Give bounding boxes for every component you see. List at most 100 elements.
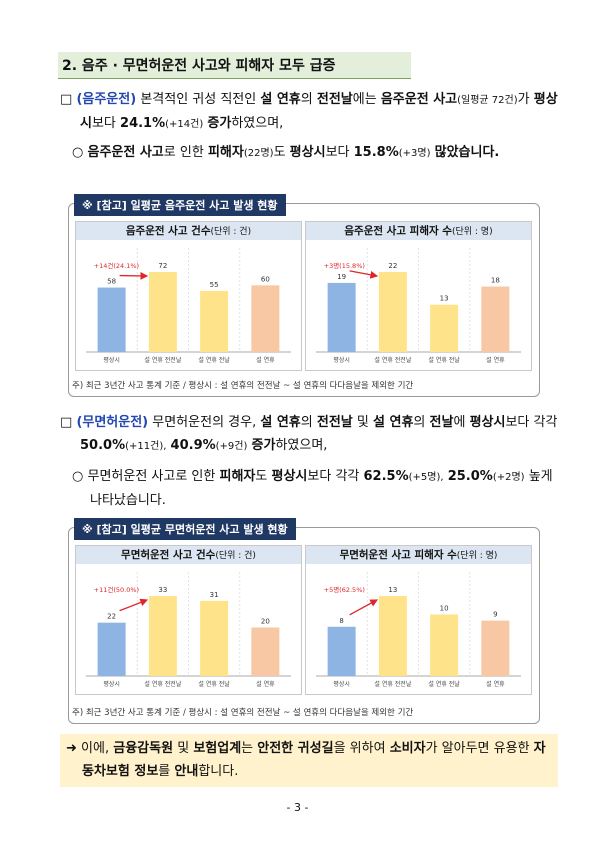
text-run: 음주운전 사고 bbox=[87, 145, 164, 160]
page-number: - 3 - bbox=[286, 801, 309, 814]
text-run: 평상시 bbox=[289, 145, 326, 160]
bar bbox=[378, 272, 407, 352]
bar bbox=[251, 285, 280, 352]
value-label: 18 bbox=[491, 277, 500, 285]
bar bbox=[200, 290, 229, 352]
text-run: 에 bbox=[453, 415, 466, 430]
text-run: 보험업계 bbox=[193, 741, 242, 756]
bar bbox=[148, 272, 177, 352]
text-run: 에는 bbox=[352, 92, 377, 107]
text-run: 15.8% bbox=[353, 145, 399, 160]
text-run: ○ bbox=[72, 469, 84, 484]
value-label: 13 bbox=[388, 586, 397, 594]
text-run: 평상시 bbox=[469, 415, 506, 430]
text-run: 증가 bbox=[207, 116, 232, 131]
text-run: 보다 각각 bbox=[505, 415, 558, 430]
bar bbox=[430, 614, 459, 676]
text-run: 보다 bbox=[325, 145, 350, 160]
value-label: 31 bbox=[210, 591, 219, 599]
annotation-arrow bbox=[349, 270, 379, 279]
text-run: 설 연휴 bbox=[260, 415, 301, 430]
text-run: 가 알아두면 유용한 bbox=[425, 741, 530, 756]
text-run: 소비자 bbox=[389, 741, 426, 756]
bar bbox=[327, 626, 356, 676]
text-run: 피해자 bbox=[219, 469, 256, 484]
text-run: 평상시 bbox=[80, 92, 558, 131]
text-run: (일평균 72건) bbox=[457, 95, 518, 106]
value-label: 20 bbox=[261, 618, 270, 626]
category-label: 설 연휴 전전날 bbox=[374, 356, 411, 364]
paragraph: □ (무면허운전) 무면허운전의 경우, 설 연휴의 전전날 및 설 연휴의 전… bbox=[60, 411, 558, 458]
text-run: 본격적인 귀성 직전인 bbox=[140, 92, 257, 107]
text-run: 설 연휴 bbox=[260, 92, 301, 107]
text-run: 가 bbox=[517, 92, 530, 107]
text-run: (+14건) bbox=[165, 119, 204, 130]
category-label: 평상시 bbox=[333, 356, 350, 364]
box bbox=[68, 527, 540, 724]
annotation: +3명(15.8%) bbox=[324, 261, 365, 270]
text-run: (+11건), bbox=[125, 441, 167, 452]
text-run: 무면허운전 사고 건수 bbox=[121, 549, 216, 561]
text-run: 보다 각각 bbox=[307, 469, 360, 484]
text-run: 무면허운전 사고로 인한 bbox=[87, 469, 216, 484]
text-run: 설 연휴 bbox=[373, 415, 414, 430]
value-label: 22 bbox=[107, 613, 116, 621]
bar bbox=[378, 596, 407, 676]
text-run: 전날 bbox=[429, 415, 454, 430]
bar bbox=[430, 304, 459, 352]
category-label: 설 연휴 전전날 bbox=[144, 356, 181, 364]
chart-header: 무면허운전 사고 피해자 수(단위 : 명) bbox=[306, 546, 531, 564]
value-label: 19 bbox=[337, 273, 346, 281]
category-label: 설 연휴 전날 bbox=[198, 680, 230, 688]
text-run: (단위 : 명) bbox=[451, 227, 493, 237]
text-run: 는 bbox=[241, 741, 254, 756]
category-label: 설 연휴 bbox=[486, 356, 505, 364]
value-label: 72 bbox=[158, 262, 167, 270]
chart-panel: 무면허운전 사고 피해자 수(단위 : 명) 8 평상시 13 설 연휴 전전날 10 설… bbox=[305, 545, 532, 695]
text-run: 및 bbox=[356, 415, 369, 430]
value-label: 60 bbox=[261, 275, 270, 283]
text-run: 평상시 bbox=[271, 469, 308, 484]
chart-panel: 음주운전 사고 피해자 수(단위 : 명) 19 평상시 22 설 연휴 전전날 13 설… bbox=[305, 221, 532, 371]
text-run: 의 bbox=[300, 415, 313, 430]
text-run: 하였으며, bbox=[231, 116, 284, 131]
annotation: +11건(50.0%) bbox=[94, 585, 139, 594]
value-label: 9 bbox=[493, 611, 497, 619]
annotation: +5명(62.5%) bbox=[324, 585, 365, 594]
bar bbox=[97, 287, 126, 352]
box bbox=[68, 203, 540, 397]
category-label: 설 연휴 전날 bbox=[428, 680, 460, 688]
chart-header: 무면허운전 사고 건수(단위 : 건) bbox=[76, 546, 301, 564]
category-label: 설 연휴 전전날 bbox=[374, 680, 411, 688]
text-run: 증가 bbox=[251, 438, 276, 453]
text-run: 전전날 bbox=[316, 92, 353, 107]
conclusion: ➜ 이에, 금융감독원 및 보험업계는 안전한 귀성길을 위하여 소비자가 알아… bbox=[60, 734, 558, 787]
value-label: 22 bbox=[388, 262, 397, 270]
sub-paragraph: ○ 음주운전 사고로 인한 피해자(22명)도 평상시보다 15.8%(+3명)… bbox=[72, 141, 556, 165]
text-run: (음주운전) bbox=[76, 92, 137, 107]
text-run: (22명) bbox=[243, 148, 274, 159]
chart-panel: 음주운전 사고 건수(단위 : 건) 58 평상시 72 설 연휴 전전날 55 설 연휴… bbox=[75, 221, 302, 371]
text-run: 로 인한 bbox=[163, 145, 204, 160]
chart: 8 평상시 13 설 연휴 전전날 10 설 연휴 전날 9 설 연휴 +5명(62.5%) bbox=[316, 572, 521, 688]
bar bbox=[148, 596, 177, 676]
text-run: (+3명) bbox=[398, 148, 431, 159]
text-run: (+2명) bbox=[492, 472, 525, 483]
value-label: 8 bbox=[339, 617, 343, 625]
text-run: 하였으며, bbox=[275, 438, 328, 453]
category-label: 평상시 bbox=[103, 680, 120, 688]
text-run: 50.0% bbox=[80, 438, 126, 453]
text-run: 금융감독원 bbox=[113, 741, 174, 756]
text-run: 음주운전 사고 bbox=[380, 92, 458, 107]
text-run: ➜ bbox=[66, 741, 77, 756]
text-run: 및 bbox=[177, 741, 190, 756]
chart: 19 평상시 22 설 연휴 전전날 13 설 연휴 전날 18 설 연휴 +3명(15.8%) bbox=[316, 248, 521, 364]
chart: 58 평상시 72 설 연휴 전전날 55 설 연휴 전날 60 설 연휴 +14건(24.1%… bbox=[86, 248, 291, 364]
box-label: ※ [참고] 일평균 무면허운전 사고 발생 현황 bbox=[74, 518, 296, 540]
text-run: 음주운전 사고 건수 bbox=[125, 225, 211, 237]
value-label: 33 bbox=[158, 586, 167, 594]
text-run: 24.1% bbox=[120, 116, 166, 131]
text-run: 도 bbox=[255, 469, 268, 484]
text-run: 높게 나타났습니다. bbox=[90, 469, 553, 508]
text-run: (무면허운전) bbox=[76, 415, 149, 430]
